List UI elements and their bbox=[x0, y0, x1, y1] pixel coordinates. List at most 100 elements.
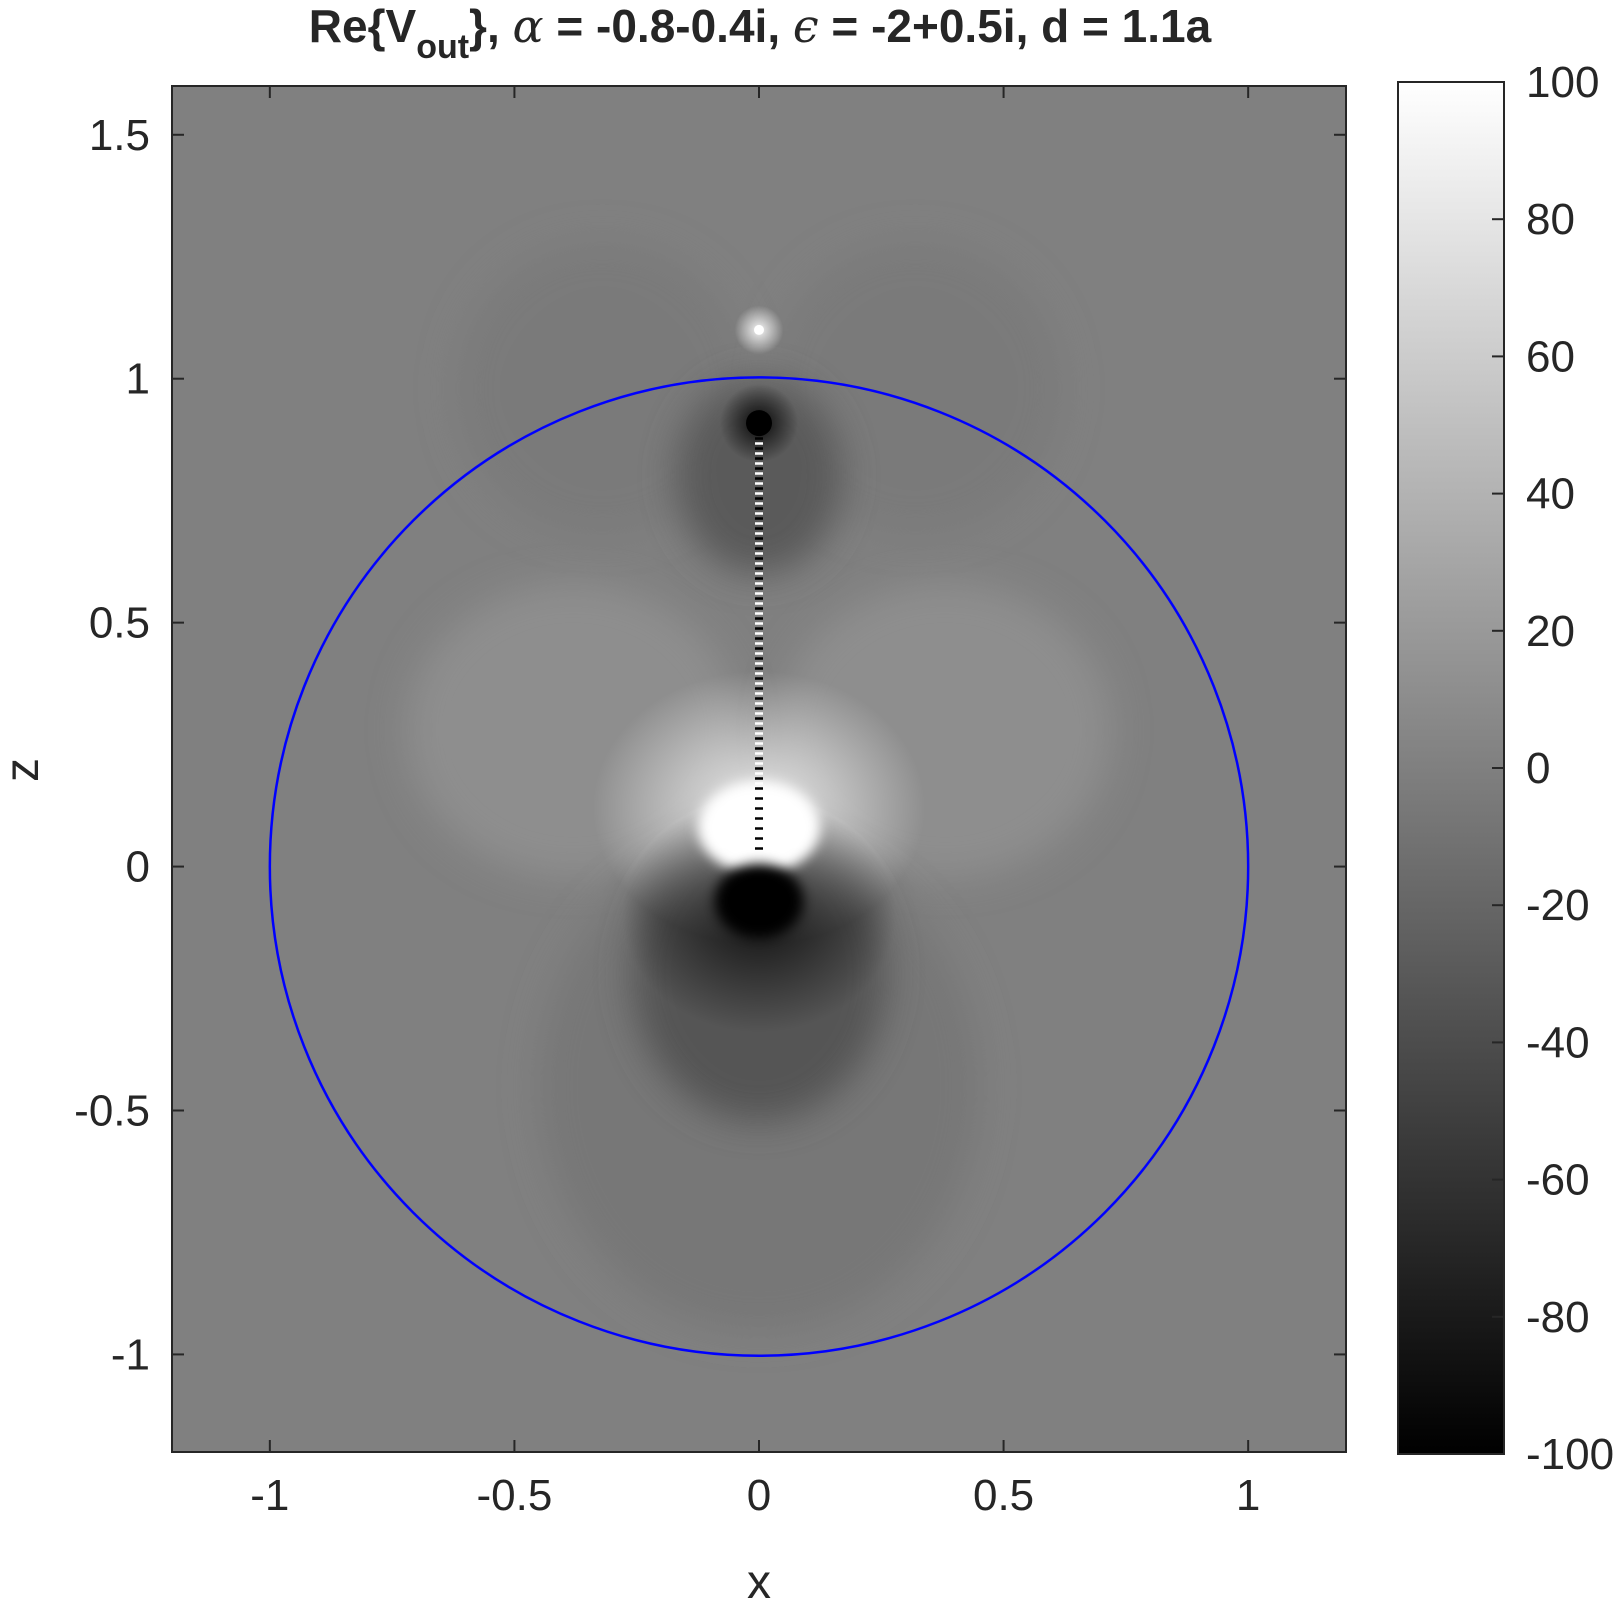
branch-cut-stripe bbox=[755, 602, 763, 605]
branch-cut-stripe bbox=[755, 657, 763, 660]
title-epsilon-symbol: ϵ bbox=[793, 0, 819, 53]
branch-cut-stripe bbox=[755, 677, 763, 680]
branch-cut-stripe bbox=[755, 782, 763, 785]
branch-cut-stripe bbox=[755, 567, 763, 570]
branch-cut-stripe bbox=[755, 597, 763, 600]
x-axis: -1 -0.5 0 0.5 1 bbox=[250, 86, 1260, 1520]
title-suffix: }, bbox=[469, 0, 512, 52]
branch-cut-stripe bbox=[755, 527, 763, 530]
y-tick-label: -0.5 bbox=[74, 1087, 150, 1136]
branch-cut-stripe bbox=[755, 662, 763, 665]
branch-cut-stripe bbox=[755, 472, 763, 475]
chart-title: Re{Vout}, α = -0.8-0.4i, ϵ = -2+0.5i, d … bbox=[309, 0, 1212, 66]
x-tick-label: 0 bbox=[747, 1471, 771, 1520]
branch-cut-stripe bbox=[755, 562, 763, 565]
branch-cut-stripe bbox=[755, 627, 763, 630]
branch-cut-stripe bbox=[755, 647, 763, 650]
title-prefix: Re{V bbox=[309, 0, 417, 52]
branch-cut-stripe bbox=[755, 772, 763, 775]
branch-cut-stripe bbox=[755, 777, 763, 780]
colorbar-tick-label: -40 bbox=[1526, 1018, 1590, 1067]
branch-cut-stripe bbox=[755, 837, 763, 840]
title-subscript: out bbox=[416, 28, 469, 66]
x-tick-label: -0.5 bbox=[477, 1471, 553, 1520]
colorbar-tick-label: 0 bbox=[1526, 744, 1550, 793]
branch-cut-stripe bbox=[755, 607, 763, 610]
plot-area: -1 -0.5 0 0.5 1 -1 -0.5 0 0.5 1 1.5 x z bbox=[0, 85, 1347, 1607]
x-axis-label: x bbox=[747, 1556, 771, 1607]
branch-cut-stripe bbox=[755, 822, 763, 825]
title-epsilon-value: = -2+0.5i, d = 1.1a bbox=[819, 0, 1212, 52]
branch-cut-stripe bbox=[755, 767, 763, 770]
branch-cut-stripe bbox=[755, 787, 763, 790]
branch-cut-stripe bbox=[755, 492, 763, 495]
branch-cut-stripe bbox=[755, 587, 763, 590]
y-tick-label: 1 bbox=[126, 355, 150, 404]
branch-cut-stripe bbox=[755, 742, 763, 745]
branch-cut-stripe bbox=[755, 752, 763, 755]
branch-cut-stripe bbox=[755, 542, 763, 545]
branch-cut-stripe bbox=[755, 762, 763, 765]
colorbar-gradient bbox=[1398, 82, 1504, 1454]
branch-cut-stripe bbox=[755, 712, 763, 715]
image-point bbox=[746, 410, 772, 437]
branch-cut-stripe bbox=[755, 522, 763, 525]
branch-cut-stripe bbox=[755, 452, 763, 455]
y-tick-label: 1.5 bbox=[89, 111, 150, 160]
branch-cut-stripe bbox=[755, 697, 763, 700]
branch-cut-stripe bbox=[755, 672, 763, 675]
branch-cut-stripe bbox=[755, 577, 763, 580]
branch-cut-stripe bbox=[755, 807, 763, 810]
branch-cut-stripe bbox=[755, 792, 763, 795]
branch-cut-stripe bbox=[755, 732, 763, 735]
x-tick-label: 1 bbox=[1236, 1471, 1260, 1520]
branch-cut-stripe bbox=[755, 482, 763, 485]
branch-cut-stripe bbox=[755, 722, 763, 725]
branch-cut-stripe bbox=[755, 487, 763, 490]
field-layer bbox=[406, 241, 1112, 1331]
colorbar-tick-label: -20 bbox=[1526, 881, 1590, 930]
branch-cut-stripe bbox=[755, 572, 763, 575]
branch-cut-stripe bbox=[755, 802, 763, 805]
branch-cut-stripe bbox=[755, 507, 763, 510]
branch-cut-stripe bbox=[755, 692, 763, 695]
branch-cut-stripe bbox=[755, 592, 763, 595]
branch-cut-stripe bbox=[755, 502, 763, 505]
branch-cut-stripe bbox=[755, 517, 763, 520]
colorbar-tick-label: 40 bbox=[1526, 470, 1575, 519]
branch-cut-stripe bbox=[755, 637, 763, 640]
branch-cut-stripe bbox=[755, 457, 763, 460]
branch-cut-stripe bbox=[755, 552, 763, 555]
field-lobe-upper-left bbox=[455, 241, 750, 536]
source-point bbox=[754, 324, 764, 335]
branch-cut-stripe bbox=[755, 737, 763, 740]
colorbar-tick-label: 60 bbox=[1526, 332, 1575, 381]
branch-cut-stripe bbox=[755, 612, 763, 615]
branch-cut-stripe bbox=[755, 537, 763, 540]
branch-cut-stripe bbox=[755, 652, 763, 655]
colorbar-tick-label: -80 bbox=[1526, 1293, 1590, 1342]
branch-cut-stripe bbox=[755, 717, 763, 720]
branch-cut-stripe bbox=[755, 547, 763, 550]
colorbar-tick-label: -60 bbox=[1526, 1156, 1590, 1205]
branch-cut-stripe bbox=[755, 532, 763, 535]
branch-cut-stripe bbox=[755, 622, 763, 625]
x-tick-label: -1 bbox=[250, 1471, 289, 1520]
branch-cut-stripe bbox=[755, 632, 763, 635]
field-lobe-image-dark bbox=[675, 378, 843, 575]
title-alpha-symbol: α bbox=[513, 0, 544, 53]
branch-cut-stripe bbox=[755, 847, 763, 850]
branch-cut-stripe bbox=[755, 467, 763, 470]
x-tick-label: 0.5 bbox=[973, 1471, 1034, 1520]
branch-cut-stripe bbox=[755, 512, 763, 515]
branch-cut-stripe bbox=[755, 757, 763, 760]
colorbar-ticks: -100 -80 -60 -40 -20 0 20 40 60 80 100 bbox=[1492, 58, 1614, 1479]
branch-cut-stripe bbox=[755, 437, 763, 440]
branch-cut-stripe bbox=[755, 582, 763, 585]
branch-cut-stripe bbox=[755, 497, 763, 500]
branch-cut-stripe bbox=[755, 682, 763, 685]
colorbar-tick-label: 100 bbox=[1526, 58, 1599, 107]
branch-cut bbox=[755, 437, 763, 850]
branch-cut-stripe bbox=[755, 727, 763, 730]
